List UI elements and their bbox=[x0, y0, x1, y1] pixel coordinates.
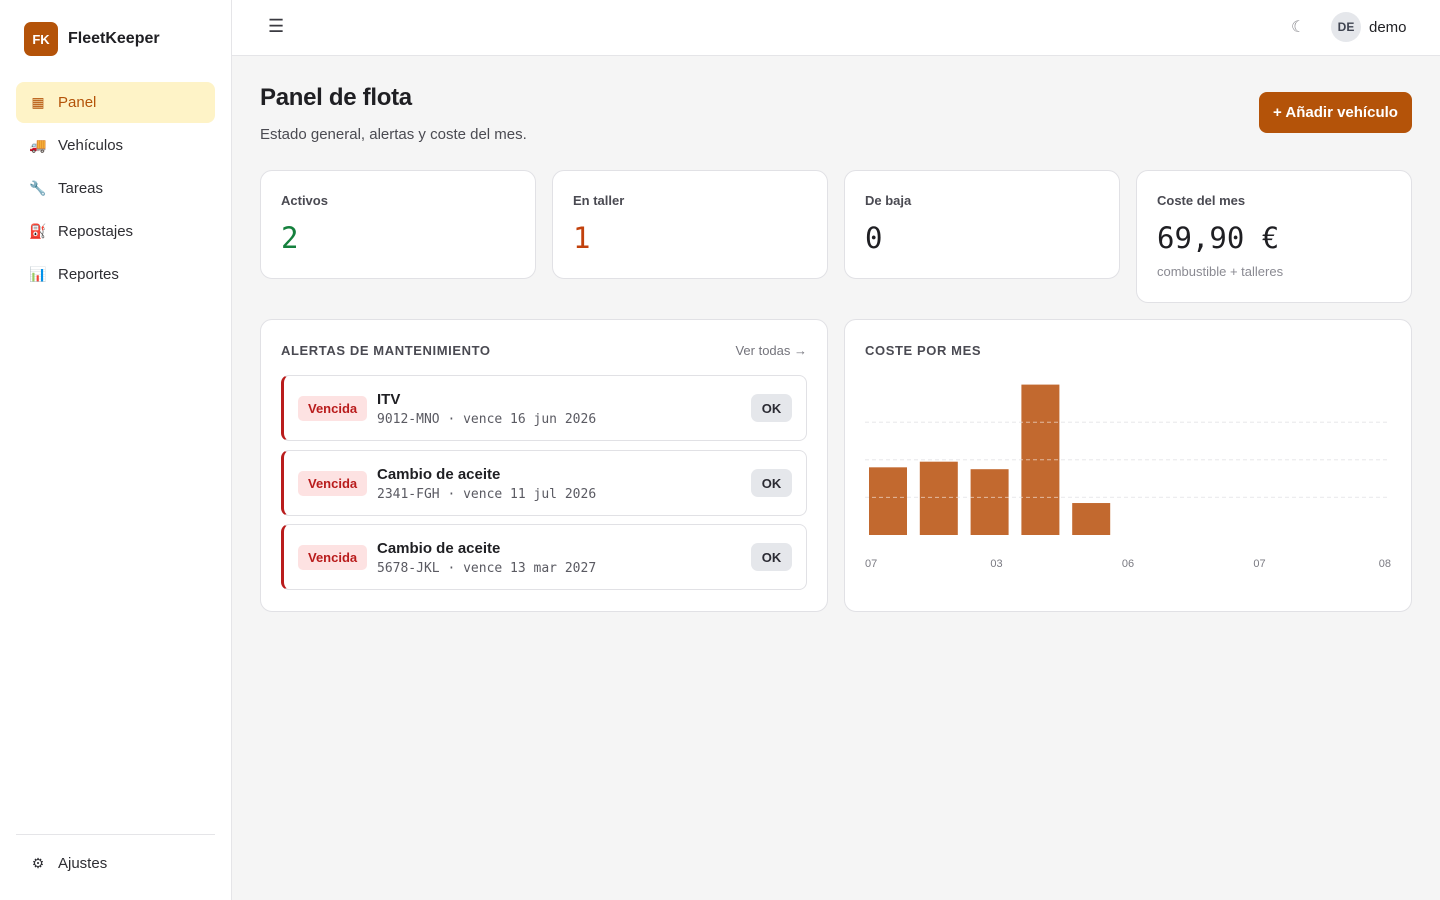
topbar: ☰ ☾ DE demo bbox=[232, 0, 1440, 56]
alert-item: Vencida Cambio de aceite 2341-FGH · venc… bbox=[281, 450, 807, 516]
card-title: ALERTAS DE MANTENIMIENTO bbox=[281, 343, 491, 358]
sidebar-item-tareas[interactable]: 🔧 Tareas bbox=[16, 168, 215, 209]
cost-bar[interactable] bbox=[970, 469, 1009, 535]
overdue-badge: Vencida bbox=[298, 545, 368, 570]
maintenance-alerts-card: ALERTAS DE MANTENIMIENTO Ver todas → Ven… bbox=[260, 319, 828, 612]
brand-logo: FK bbox=[24, 22, 58, 56]
alert-meta: 2341-FGH · vence 11 jul 2026 bbox=[377, 487, 597, 502]
sidebar-item-ajustes[interactable]: ⚙ Ajustes bbox=[16, 843, 215, 884]
stat-value: 2 bbox=[281, 221, 299, 255]
hamburger-menu-icon[interactable]: ☰ bbox=[268, 16, 285, 36]
cost-bar[interactable] bbox=[919, 461, 958, 535]
see-all-link[interactable]: Ver todas → bbox=[735, 343, 807, 358]
alert-item: Vencida ITV 9012-MNO · vence 16 jun 2026… bbox=[281, 375, 807, 441]
user-name: demo bbox=[1369, 18, 1407, 36]
stat-value: 69,90 € bbox=[1157, 221, 1280, 255]
sidebar-nav: ▦ Panel 🚚 Vehículos 🔧 Tareas ⛽ Repostaje… bbox=[16, 82, 215, 297]
overdue-badge: Vencida bbox=[298, 471, 368, 496]
page-subtitle: Estado general, alertas y coste del mes. bbox=[260, 126, 527, 143]
sidebar-settings: ⚙ Ajustes bbox=[16, 843, 215, 886]
moon-icon[interactable]: ☾ bbox=[1291, 19, 1306, 36]
user-menu[interactable]: DE demo bbox=[1331, 12, 1407, 42]
sidebar-item-label: Ajustes bbox=[58, 855, 108, 872]
alert-title: Cambio de aceite bbox=[377, 540, 501, 557]
x-tick-label: 07 bbox=[1253, 558, 1265, 570]
cost-bar[interactable] bbox=[1072, 503, 1111, 535]
stat-value: 1 bbox=[573, 221, 591, 255]
brand[interactable]: FK FleetKeeper bbox=[24, 22, 160, 56]
sidebar-item-label: Panel bbox=[58, 94, 97, 111]
sidebar-item-label: Repostajes bbox=[58, 223, 134, 240]
stat-value: 0 bbox=[865, 221, 883, 255]
stat-card-de-baja: De baja 0 bbox=[844, 170, 1120, 279]
truck-icon: 🚚 bbox=[29, 137, 47, 153]
cost-by-month-card: COSTE POR MES 07 03 06 07 08 bbox=[844, 319, 1412, 612]
add-vehicle-button[interactable]: + Añadir vehículo bbox=[1259, 92, 1412, 133]
stat-card-en-taller: En taller 1 bbox=[552, 170, 828, 279]
x-tick-label: 07 bbox=[865, 558, 877, 570]
ok-button[interactable]: OK bbox=[751, 543, 792, 571]
stat-note: combustible + talleres bbox=[1157, 264, 1284, 279]
wrench-icon: 🔧 bbox=[29, 180, 47, 196]
alert-item: Vencida Cambio de aceite 5678-JKL · venc… bbox=[281, 524, 807, 590]
sidebar-item-vehiculos[interactable]: 🚚 Vehículos bbox=[16, 125, 215, 166]
cost-bar[interactable] bbox=[869, 467, 907, 535]
alert-title: Cambio de aceite bbox=[377, 466, 501, 483]
sidebar-item-label: Vehículos bbox=[58, 137, 124, 154]
overdue-badge: Vencida bbox=[298, 396, 368, 421]
alert-meta: 9012-MNO · vence 16 jun 2026 bbox=[377, 412, 597, 427]
cost-bar-chart: 07 03 06 07 08 bbox=[865, 384, 1391, 570]
x-tick-label: 08 bbox=[1379, 558, 1391, 570]
stat-card-activos: Activos 2 bbox=[260, 170, 536, 279]
sidebar-item-repostajes[interactable]: ⛽ Repostajes bbox=[16, 211, 215, 252]
card-title: COSTE POR MES bbox=[865, 343, 982, 358]
bar-chart-icon: 📊 bbox=[29, 266, 47, 282]
avatar: DE bbox=[1331, 12, 1361, 42]
ok-button[interactable]: OK bbox=[751, 394, 792, 422]
sidebar-divider bbox=[16, 834, 215, 835]
sidebar-item-reportes[interactable]: 📊 Reportes bbox=[16, 254, 215, 295]
brand-name: FleetKeeper bbox=[68, 30, 160, 47]
grid-icon: ▦ bbox=[31, 94, 45, 110]
stat-card-coste-del-mes: Coste del mes 69,90 € combustible + tall… bbox=[1136, 170, 1412, 303]
sidebar-item-label: Tareas bbox=[58, 180, 104, 197]
sidebar: FK FleetKeeper ▦ Panel 🚚 Vehículos 🔧 Tar… bbox=[0, 0, 232, 900]
sidebar-item-label: Reportes bbox=[58, 266, 119, 283]
stat-label: Coste del mes bbox=[1157, 193, 1246, 208]
x-tick-label: 06 bbox=[1122, 558, 1134, 570]
stat-label: En taller bbox=[573, 193, 625, 208]
stat-label: De baja bbox=[865, 193, 912, 208]
gear-icon: ⚙ bbox=[31, 855, 45, 871]
sidebar-item-panel[interactable]: ▦ Panel bbox=[16, 82, 215, 123]
alert-meta: 5678-JKL · vence 13 mar 2027 bbox=[377, 561, 597, 576]
stat-label: Activos bbox=[281, 193, 328, 208]
fuel-pump-icon: ⛽ bbox=[29, 223, 47, 239]
x-tick-label: 03 bbox=[990, 558, 1002, 570]
ok-button[interactable]: OK bbox=[751, 469, 792, 497]
page-title: Panel de flota bbox=[260, 84, 412, 111]
alert-title: ITV bbox=[377, 391, 401, 408]
